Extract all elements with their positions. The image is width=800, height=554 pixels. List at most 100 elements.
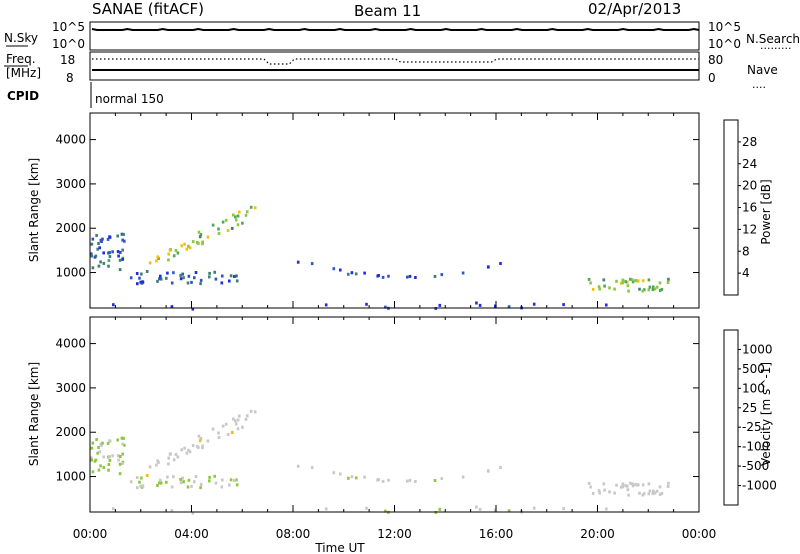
scatter-cell xyxy=(221,424,225,428)
scatter-cell xyxy=(185,247,189,251)
scatter-cell xyxy=(170,509,174,513)
nave-label: Nave xyxy=(747,63,778,77)
scatter-cell xyxy=(141,280,144,284)
scatter-cell xyxy=(181,272,184,276)
scatter-cell xyxy=(221,220,225,224)
scatter-cell xyxy=(101,441,104,445)
y-tick-label: 3000 xyxy=(55,177,86,191)
scatter-cell xyxy=(324,303,328,307)
scatter-cell xyxy=(648,285,652,289)
colorbar-tick-label: 1000 xyxy=(742,342,773,356)
colorbar-tick-label: 25 xyxy=(742,401,757,415)
x-axis-label: Time UT xyxy=(314,541,365,554)
scatter-cell xyxy=(117,254,120,258)
scatter-cell xyxy=(141,484,144,488)
scatter-cell xyxy=(91,237,95,241)
scatter-cell xyxy=(102,465,106,469)
scatter-cell xyxy=(438,303,442,307)
scatter-cell xyxy=(651,492,655,496)
scatter-cell xyxy=(156,255,159,259)
scatter-cell xyxy=(296,464,300,468)
scatter-cell xyxy=(102,251,105,255)
scatter-cell xyxy=(653,287,657,291)
scatter-cell xyxy=(235,478,238,482)
scatter-cell xyxy=(166,475,169,479)
scatter-cell xyxy=(475,301,478,305)
scatter-cell xyxy=(91,470,95,474)
scatter-cell xyxy=(587,277,591,281)
scatter-cell xyxy=(99,260,102,264)
scatter-cell xyxy=(363,475,366,479)
scatter-cell xyxy=(176,251,180,255)
scatter-cell xyxy=(652,285,655,289)
scatter-cell xyxy=(172,458,176,462)
scatter-cell xyxy=(197,241,200,245)
power-colorbar: 4 8 12 16 20 24 28 xyxy=(723,119,757,296)
scatter-cell xyxy=(116,438,119,442)
scatter-cell xyxy=(631,278,634,282)
scatter-cell xyxy=(102,455,105,459)
colorbar-tick-label: -25 xyxy=(742,420,762,434)
scatter-cell xyxy=(136,486,139,490)
scatter-cell xyxy=(235,279,239,283)
scatter-cell xyxy=(507,509,511,513)
scatter-cell xyxy=(145,474,149,477)
scatter-cell xyxy=(183,242,186,246)
colorbar-tick-label: 16 xyxy=(742,201,757,215)
scatter-cell xyxy=(631,482,634,486)
scatter-cell xyxy=(440,273,444,277)
scatter-cell xyxy=(97,264,101,268)
scatter-cell xyxy=(116,454,120,458)
scatter-cell xyxy=(597,489,601,493)
scatter-cell xyxy=(233,478,237,482)
scatter-cell xyxy=(167,456,170,460)
scatter-cell xyxy=(98,450,101,454)
scatter-cell xyxy=(95,438,98,441)
scatter-cell xyxy=(643,492,646,496)
scatter-cell xyxy=(191,511,195,515)
scatter-cell xyxy=(123,443,126,447)
scatter-cell xyxy=(626,284,630,288)
beam-title: Beam 11 xyxy=(354,2,421,20)
scatter-cell xyxy=(165,480,168,484)
scatter-cell xyxy=(236,427,240,431)
scatter-cell xyxy=(112,303,115,307)
x-tick-label: 00:00 xyxy=(73,527,108,541)
scatter-cell xyxy=(108,439,112,443)
scatter-cell xyxy=(230,431,234,434)
scatter-cell xyxy=(159,478,162,482)
scatter-cell xyxy=(170,305,174,309)
cpid-label: CPID xyxy=(7,89,39,103)
scatter-cell xyxy=(121,248,124,252)
scatter-cell xyxy=(139,484,142,488)
scatter-cell xyxy=(118,268,122,272)
scatter-cell xyxy=(246,210,249,214)
scatter-cell xyxy=(167,462,170,466)
scatter-cell xyxy=(621,485,625,489)
scatter-cell xyxy=(99,442,103,446)
scatter-cell xyxy=(224,422,228,426)
scatter-cell xyxy=(354,272,358,276)
scatter-cell xyxy=(166,271,169,275)
scatter-cell xyxy=(619,485,623,489)
scatter-cell xyxy=(211,427,215,431)
power-ylabel: Slant Range [km] xyxy=(27,158,41,262)
scatter-cell xyxy=(597,285,601,289)
colorbar-tick-label: 20 xyxy=(742,179,757,193)
scatter-cell xyxy=(211,223,215,227)
nsearch-label: N.Search xyxy=(746,32,800,46)
scatter-cell xyxy=(179,273,182,277)
scatter-cell xyxy=(148,465,152,469)
scatter-cell xyxy=(135,272,139,275)
scatter-cell xyxy=(97,242,100,245)
scatter-cell xyxy=(638,287,641,291)
scatter-cell xyxy=(201,446,204,450)
scatter-cell xyxy=(478,303,482,307)
velocity-ylabel: Slant Range [km] xyxy=(27,362,41,466)
scatter-cell xyxy=(236,418,240,422)
scatter-cell xyxy=(159,481,163,485)
scatter-cell xyxy=(197,230,201,234)
scatter-cell xyxy=(170,485,174,489)
freq-label: Freq. xyxy=(6,52,36,66)
scatter-cell xyxy=(208,479,211,483)
